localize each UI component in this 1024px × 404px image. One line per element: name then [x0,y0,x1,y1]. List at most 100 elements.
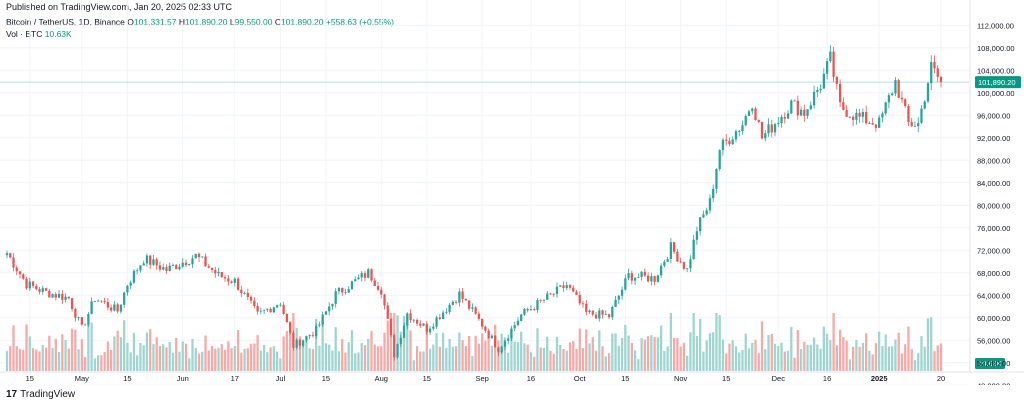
volume-bar [731,340,734,371]
volume-bar [845,340,848,371]
volume-bar [728,343,731,371]
y-tick-label: 60,000.00 [977,314,1010,323]
volume-bar [643,339,646,371]
candle-body [741,125,744,131]
candle-body [269,308,272,313]
volume-bar [523,343,526,371]
volume-bar [302,344,305,371]
volume-bar [38,351,41,371]
candle-body [591,310,594,315]
volume-bar [669,313,673,371]
volume-bar [288,331,292,371]
volume-bar [324,343,328,371]
volume-bar [900,353,904,371]
candle-body [689,259,692,269]
candle-body [917,122,920,127]
volume-bar [494,324,497,371]
candlestick-chart[interactable]: 101,890.20 10.63K 112,000.00 108,000.00 104… [0,0,1024,385]
volume-bar [819,348,822,371]
candle-body [692,239,695,260]
candle-body [695,231,699,240]
volume-bar [484,340,487,371]
candle-body [819,88,822,91]
close-label: C [274,17,281,27]
volume-bar [529,352,533,371]
candle-body [572,287,575,292]
candle-body [175,265,178,270]
candle-body [139,265,142,271]
candle-body [507,338,510,341]
volume-bar [715,313,718,371]
candle-body [663,261,666,266]
candle-body [74,308,77,318]
candle-body [126,285,129,293]
volume-bar [699,318,702,371]
candle-body [106,301,110,308]
volume-bar [184,343,188,371]
candle-body [464,298,468,301]
volume-bar [227,341,230,371]
candle-body [308,335,311,337]
x-tick-label: 15 [322,374,330,383]
candle-body [386,305,389,319]
candle-body [145,255,149,264]
volume-bar [594,350,598,371]
volume-bar [633,350,637,371]
candle-body [201,256,204,258]
x-tick-label: 15 [423,374,431,383]
x-tick-label: 2025 [871,374,888,383]
candle-body [865,112,868,124]
candle-body [168,265,171,271]
volume-bar [279,358,282,371]
y-tick-label: 52,000.00 [977,359,1010,368]
candle-body [194,253,197,259]
x-tick-label: Dec [772,374,786,383]
volume-bar [790,327,793,371]
candle-body [360,273,363,278]
open-label: O [127,17,134,27]
low-value: 99,550.00 [234,17,273,27]
candle-body [57,293,61,298]
candle-body [337,287,341,292]
volume-bar [77,349,80,371]
x-tick-label: 16 [823,374,831,383]
candle-body [767,124,770,134]
volume-bar [865,333,868,371]
y-tick-label: 112,000.00 [977,21,1014,30]
volume-bar [855,339,858,371]
footer-brand[interactable]: 17 TradingView [6,389,75,400]
volume-bar [490,345,494,371]
candle-body [500,346,503,353]
volume-bar [337,351,341,371]
candle-body [376,286,380,290]
candle-body [705,210,708,215]
last-price-label: 101,890.20 [978,78,1016,87]
candle-body [415,319,419,324]
candle-body [712,188,715,199]
volume-bar [230,348,233,371]
candle-body [656,275,660,282]
volume-bar [578,328,581,371]
open-value: 101,331.57 [133,17,177,27]
volume-bar [243,348,246,371]
x-tick-label: Oct [574,374,587,383]
volume-bar [516,342,520,371]
volume-bar [207,350,210,371]
candle-body [829,51,832,62]
volume-bar [851,346,855,371]
candle-body [15,267,18,272]
volume-bar [549,350,552,371]
candle-body [41,288,44,292]
candle-body [624,278,627,290]
volume-bar [373,344,376,371]
candle-body [9,253,12,258]
volume-bar [354,353,357,371]
candle-body [806,109,809,116]
volume-bar [757,353,760,371]
candle-body [136,270,139,272]
candle-body [585,303,588,312]
volume-bar [480,333,484,371]
candle-body [282,304,285,314]
volume-bar [933,351,936,371]
volume-bar [175,337,178,371]
